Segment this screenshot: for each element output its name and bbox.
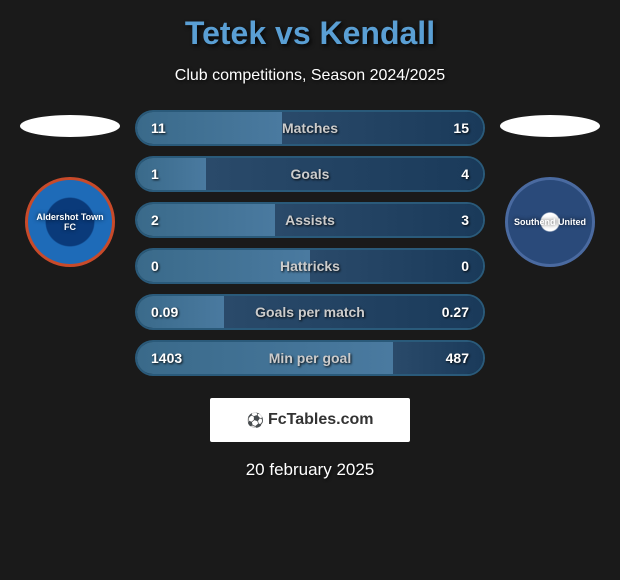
right-club-name: Southend United: [514, 217, 586, 227]
stat-value-left: 2: [151, 212, 159, 228]
stat-bar: 0.09 0.27 Goals per match: [135, 294, 485, 330]
stat-label: Min per goal: [269, 350, 351, 366]
stat-value-right: 0.27: [442, 304, 469, 320]
stat-bar: 2 3 Assists: [135, 202, 485, 238]
left-player-photo: [20, 115, 120, 137]
stat-value-right: 4: [461, 166, 469, 182]
main-row: Aldershot Town FC 11 15 Matches 1 4 Goals 2 3 As…: [0, 110, 620, 386]
stat-value-left: 11: [151, 120, 166, 136]
stat-value-left: 1403: [151, 350, 182, 366]
stat-value-left: 0.09: [151, 304, 178, 320]
left-club-name: Aldershot Town FC: [34, 212, 106, 232]
left-player-col: Aldershot Town FC: [15, 110, 125, 267]
stats-bars: 11 15 Matches 1 4 Goals 2 3 Assists 0 0 Hattricks 0.…: [135, 110, 485, 386]
comparison-card: Tetek vs Kendall Club competitions, Seas…: [0, 0, 620, 490]
stat-bar: 11 15 Matches: [135, 110, 485, 146]
stat-bar: 0 0 Hattricks: [135, 248, 485, 284]
stat-label: Goals per match: [255, 304, 365, 320]
bar-fill-left: [137, 296, 224, 328]
bar-fill-right: [206, 158, 483, 190]
stat-bar: 1403 487 Min per goal: [135, 340, 485, 376]
stat-label: Assists: [285, 212, 335, 228]
stat-value-left: 1: [151, 166, 159, 182]
stat-value-right: 487: [446, 350, 469, 366]
branding-logo: FcTables.com: [210, 398, 410, 442]
comparison-date: 20 february 2025: [0, 460, 620, 480]
right-player-col: Southend United: [495, 110, 605, 267]
stat-label: Matches: [282, 120, 338, 136]
stat-label: Hattricks: [280, 258, 340, 274]
page-title: Tetek vs Kendall: [0, 15, 620, 52]
branding-text: FcTables.com: [268, 411, 374, 429]
right-club-badge: Southend United: [505, 177, 595, 267]
stat-label: Goals: [291, 166, 330, 182]
stat-value-right: 3: [461, 212, 469, 228]
stat-value-left: 0: [151, 258, 159, 274]
stat-value-right: 0: [461, 258, 469, 274]
right-player-photo: [500, 115, 600, 137]
bar-fill-left: [137, 158, 206, 190]
stat-bar: 1 4 Goals: [135, 156, 485, 192]
page-subtitle: Club competitions, Season 2024/2025: [0, 67, 620, 85]
bar-fill-right: [393, 342, 483, 374]
left-club-badge: Aldershot Town FC: [25, 177, 115, 267]
stat-value-right: 15: [453, 120, 469, 136]
